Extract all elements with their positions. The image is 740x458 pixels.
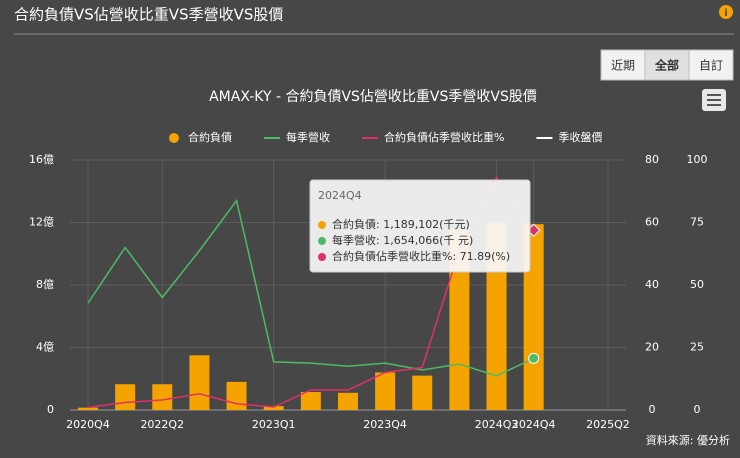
y3-tick-label: 50 (690, 278, 704, 291)
menu-bar (707, 94, 721, 96)
x-tick-label: 2024Q4 (512, 418, 556, 431)
range-buttons: 近期 全部 自訂 (600, 49, 734, 81)
y3-tick-label: 0 (694, 403, 701, 416)
x-tick-label: 2020Q4 (66, 418, 110, 431)
tooltip-title: 2024Q4 (318, 189, 362, 202)
range-button-label[interactable]: 近期 (611, 59, 635, 73)
y3-tick-label: 25 (690, 341, 704, 354)
tooltip-dot (318, 253, 326, 261)
page-title: 合約負債VS佔營收比重VS季營收VS股價 (14, 6, 283, 24)
y2-tick-label: 20 (645, 341, 659, 354)
y-tick-label: 8億 (36, 278, 54, 291)
tooltip-line: 合約負債: 1,189,102(千元) (332, 217, 470, 231)
y-tick-label: 12億 (29, 216, 54, 229)
range-button[interactable] (600, 49, 646, 81)
hover-marker (528, 352, 540, 364)
menu-bar (707, 99, 721, 101)
bar (152, 384, 173, 410)
bar (337, 392, 358, 410)
source: 資料來源: 優分析 (646, 433, 730, 447)
y2-tick-label: 0 (649, 403, 656, 416)
bar (412, 375, 433, 410)
tooltip-dot (318, 221, 326, 229)
y3-tick-label: 100 (687, 153, 708, 166)
y2-tick-label: 40 (645, 278, 659, 291)
x-tick-label: 2025Q2 (586, 418, 630, 431)
legend-label[interactable]: 季收盤價 (558, 130, 602, 144)
x-tick-label: 2022Q2 (140, 418, 184, 431)
bar (78, 407, 98, 410)
bar (375, 372, 396, 410)
info-icon[interactable] (719, 5, 733, 19)
tooltip-dot (318, 237, 326, 245)
x-tick-label: 2024Q3 (475, 418, 519, 431)
range-button-label[interactable]: 全部 (654, 58, 679, 73)
menu-bar (707, 104, 721, 106)
tooltip (309, 179, 531, 273)
range-button-label[interactable]: 自訂 (699, 58, 723, 73)
y-tick-label: 0 (47, 403, 54, 416)
chart-title: AMAX-KY - 合約負債VS佔營收比重VS季營收VS股價 (209, 88, 537, 105)
legend-label[interactable]: 合約負債佔季營收比重% (384, 130, 504, 144)
bar (263, 406, 284, 410)
legend-symbol (169, 133, 179, 143)
legend-label[interactable]: 合約負債 (188, 130, 232, 144)
y-tick-label: 16億 (29, 153, 54, 166)
x-tick-label: 2023Q1 (252, 418, 296, 431)
bar (115, 384, 136, 410)
x-tick-label: 2023Q4 (363, 418, 407, 431)
range-button[interactable] (688, 49, 734, 81)
menu-button[interactable] (702, 89, 726, 111)
tooltip-line: 每季營收: 1,654,066(千 元) (332, 233, 473, 247)
bar (300, 392, 321, 410)
tooltip-line: 合約負債佔季營收比重%: 71.89(%) (332, 249, 510, 263)
y2-tick-label: 80 (645, 153, 659, 166)
bar (189, 355, 210, 410)
info-icon-glyph: i (724, 8, 727, 19)
bar (226, 381, 247, 410)
y3-tick-label: 75 (690, 216, 704, 229)
line (87, 198, 535, 377)
y-tick-label: 4億 (36, 341, 54, 354)
y2-tick-label: 60 (645, 216, 659, 229)
legend-label[interactable]: 每季營收 (286, 130, 330, 144)
